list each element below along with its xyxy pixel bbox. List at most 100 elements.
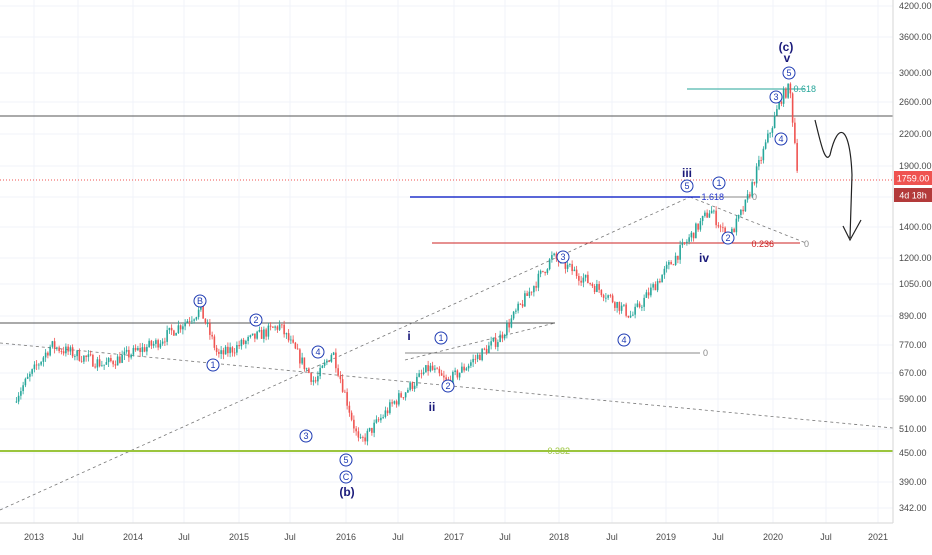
- candle-body: [184, 322, 186, 327]
- candle-body: [368, 427, 371, 431]
- candle-body: [668, 261, 670, 265]
- candle-body: [375, 419, 378, 423]
- wave-circle-label: 2: [725, 233, 730, 243]
- candle-body: [542, 270, 544, 272]
- candle-body: [157, 340, 159, 348]
- candle-body: [629, 315, 632, 318]
- candle-body: [551, 255, 553, 260]
- price-tick-label: 390.00: [899, 477, 927, 487]
- annotation-lines: 0.618 1.618 0 0.236 0 0.382 0: [0, 84, 894, 511]
- candle-body: [591, 283, 594, 287]
- candle-body: [530, 291, 533, 293]
- candle-body: [344, 391, 346, 393]
- candle-body: [69, 347, 72, 352]
- candle-body: [17, 395, 20, 402]
- candle-body: [740, 209, 742, 215]
- time-tick-label: 2013: [24, 532, 44, 542]
- candle-body: [85, 355, 87, 358]
- candle-body: [362, 437, 364, 438]
- fib-0236-label: 0.236: [751, 239, 774, 249]
- candle-body: [519, 303, 522, 305]
- wave-circle-label: 5: [343, 455, 348, 465]
- candle-body: [735, 218, 738, 233]
- candle-body: [476, 354, 479, 359]
- candle-body: [294, 342, 297, 349]
- candle-body: [463, 366, 465, 371]
- candle-body: [337, 368, 339, 376]
- candle-body: [688, 237, 690, 242]
- time-axis[interactable]: 2013 Jul 2014 Jul 2015 Jul 2016 Jul 2017 Jul 2018 J…: [24, 532, 888, 542]
- wave-circle: [712, 176, 726, 190]
- wave-circle-label: 4: [621, 335, 626, 345]
- candle-body: [789, 83, 792, 94]
- wave-circle: [721, 231, 735, 245]
- candle-body: [497, 342, 499, 347]
- time-tick-label: Jul: [499, 532, 511, 542]
- candle-body: [254, 333, 256, 339]
- candle-body: [681, 242, 684, 246]
- candle-body: [74, 356, 76, 357]
- price-tick-label: 1200.00: [899, 253, 932, 263]
- price-axis[interactable]: 4200.00 3600.00 3000.00 2600.00 2200.00 1900.…: [899, 1, 932, 513]
- candle-body: [152, 343, 155, 346]
- candle-body: [195, 317, 198, 320]
- fib-1618-label: 1.618: [701, 192, 724, 202]
- candle-body: [24, 378, 27, 386]
- candle-body: [355, 428, 357, 432]
- wave-circle-label: 5: [786, 68, 791, 78]
- candle-body: [533, 286, 535, 293]
- candle-body: [508, 323, 510, 328]
- candle-body: [312, 380, 315, 382]
- price-tick-label: 1400.00: [899, 222, 932, 232]
- wave-circle: [617, 333, 631, 347]
- candle-body: [231, 347, 234, 353]
- candle-body: [258, 329, 261, 332]
- candle-body: [598, 283, 600, 290]
- candle-body: [398, 393, 400, 405]
- candle-body: [683, 242, 686, 244]
- candle-body: [458, 372, 461, 378]
- candle-body: [544, 271, 546, 274]
- time-tick-label: Jul: [712, 532, 724, 542]
- candle-body: [26, 376, 29, 379]
- candle-body: [773, 115, 776, 129]
- candle-body: [193, 319, 195, 321]
- wave-circle: [441, 379, 455, 393]
- candle-body: [407, 389, 409, 393]
- wave-roman-label: ii: [429, 400, 436, 414]
- time-tick-label: 2014: [123, 532, 143, 542]
- candle-body: [634, 306, 636, 315]
- candle-body: [737, 214, 740, 219]
- candle-body: [753, 182, 756, 184]
- candle-body: [472, 358, 474, 363]
- time-tick-label: 2015: [229, 532, 249, 542]
- candle-body: [746, 194, 749, 200]
- candle-body: [679, 245, 681, 260]
- candle-body: [285, 333, 288, 335]
- time-tick-label: Jul: [178, 532, 190, 542]
- candle-body: [359, 437, 362, 438]
- time-tick-label: 2019: [656, 532, 676, 542]
- candle-body: [409, 382, 411, 390]
- candle-body: [411, 382, 414, 389]
- candle-body: [393, 401, 396, 404]
- price-tick-label: 2600.00: [899, 97, 932, 107]
- candle-body: [467, 365, 470, 369]
- candle-body: [218, 351, 220, 354]
- candle-body: [555, 253, 558, 259]
- price-tick-label: 890.00: [899, 311, 927, 321]
- candle-body: [416, 376, 418, 386]
- candle-body: [206, 323, 209, 325]
- candle-body: [290, 339, 292, 341]
- price-tick-label: 342.00: [899, 503, 927, 513]
- candle-body: [101, 365, 103, 367]
- candle-body: [596, 283, 598, 292]
- candle-body: [38, 364, 40, 366]
- candle-body: [431, 365, 434, 370]
- candle-body: [373, 422, 375, 433]
- wave-circle: [774, 132, 788, 146]
- candle-body: [713, 210, 715, 212]
